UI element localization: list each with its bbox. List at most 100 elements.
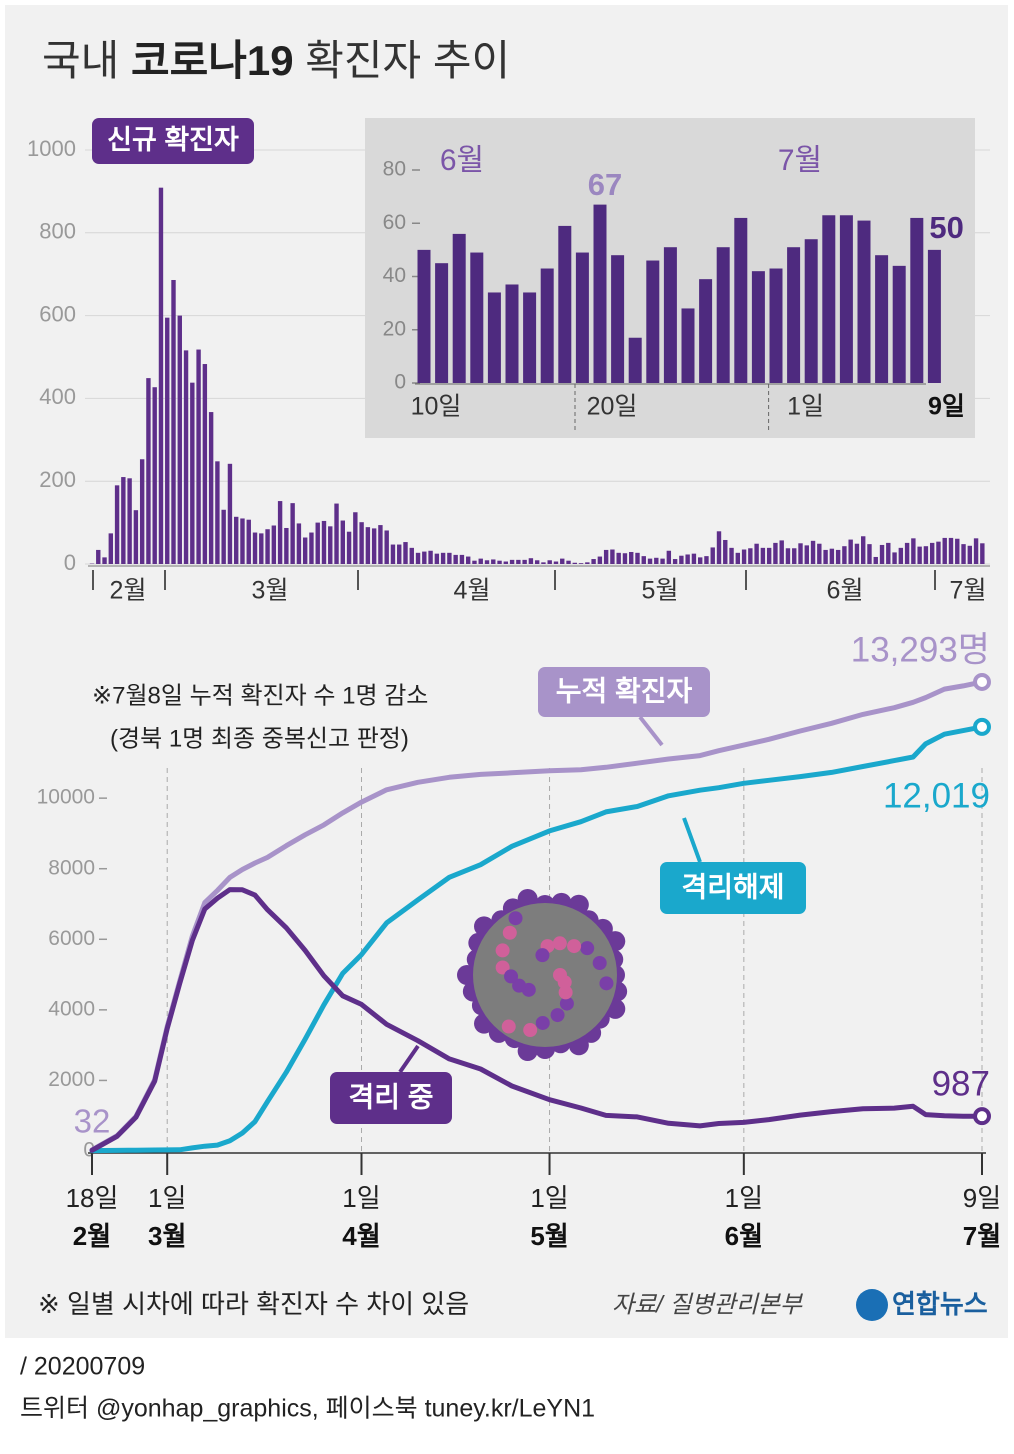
month-label: 7월 [778,144,822,177]
x-tick-label: 7월 [950,577,987,605]
bar [208,412,214,564]
bar [641,556,646,564]
bar [165,317,170,564]
bar [769,268,783,383]
bar [139,459,145,564]
legend-pointer [682,817,702,863]
bar [647,558,653,564]
bar [284,527,289,564]
bar [961,544,966,564]
y-tick-label: 0 [83,1139,95,1162]
bar [540,268,554,383]
series-label: 신규 확진자 [107,125,239,155]
bar [265,529,270,564]
bar [787,247,801,383]
bar [927,249,941,383]
bar [96,549,101,564]
bar [810,540,816,564]
bar [955,538,960,564]
bar [848,539,853,564]
x-tick-label: 9일 [963,1183,1001,1213]
virus-spike [501,1019,516,1034]
bar [505,284,519,383]
bar [741,549,747,564]
bar [910,217,924,383]
bar [735,552,741,564]
series-line [89,887,985,1153]
y-tick-label: 10000 [37,786,95,809]
bar [453,554,458,564]
virus-spike [495,943,510,958]
x-tick-label: 1일 [148,1183,186,1213]
virus-spike [517,1041,538,1062]
legend-box [538,667,710,717]
y-tick-label: 20 [383,317,406,340]
bar [929,542,935,564]
y-tick-label: 0 [394,371,406,394]
x-tick-label: 18일 [66,1183,119,1213]
legend-pointer [638,715,664,747]
bar [353,512,358,564]
bar [766,547,772,564]
virus-spike [599,976,614,991]
bar [183,350,189,564]
bar [892,552,897,564]
x-tick-month: 5월 [530,1221,568,1251]
bar [558,225,572,383]
bar [699,279,713,383]
bar [898,547,904,564]
label-box [92,118,254,164]
virus-spike [552,936,567,951]
virus-spike [550,1008,565,1023]
y-tick-label: 80 [383,158,406,181]
bar [523,292,537,383]
virus-spike [504,969,519,984]
annotation: (경북 1명 최종 중복신고 판정) [110,725,409,752]
bar [911,538,916,564]
bar [560,558,565,564]
y-tick-label: 1000 [27,136,76,161]
value-label: 32 [74,1103,111,1140]
x-tick-month: 3월 [148,1221,186,1251]
bar [917,546,922,564]
bar [635,552,640,564]
title-rest: 확진자 추이 [305,37,510,84]
x-tick-label: 1일 [530,1183,568,1213]
bar [435,263,449,383]
bar [158,187,164,564]
bar [328,526,333,564]
bar [553,561,559,564]
series-line [89,724,985,1154]
bar [277,501,283,564]
bar [704,556,709,564]
bar [572,562,577,564]
bar [861,536,866,564]
bar [346,531,352,564]
bar [422,551,427,564]
bar [127,478,132,564]
bar [672,559,678,564]
end-marker [973,1107,991,1126]
y-tick-label: 800 [39,219,76,244]
bar [829,548,835,564]
bar [622,553,628,564]
bar [923,546,929,564]
x-tick-label: 1일 [787,393,824,421]
virus-spike [457,965,477,985]
bar [114,485,120,564]
virus-spike [567,939,582,954]
virus-spike [502,925,517,940]
bar [691,553,697,564]
bar [409,547,414,564]
bar [729,547,734,564]
bar [817,543,822,564]
social: 트위터 @yonhap_graphics, 페이스북 tuney.kr/LeYN… [20,1395,595,1423]
bar [177,315,182,564]
bar [593,204,607,383]
bar [980,543,985,564]
bar [681,308,695,383]
bar [646,260,660,383]
source: 자료/ 질병관리본부 [612,1291,804,1318]
bar [334,503,339,564]
virus-spike [558,985,573,1000]
